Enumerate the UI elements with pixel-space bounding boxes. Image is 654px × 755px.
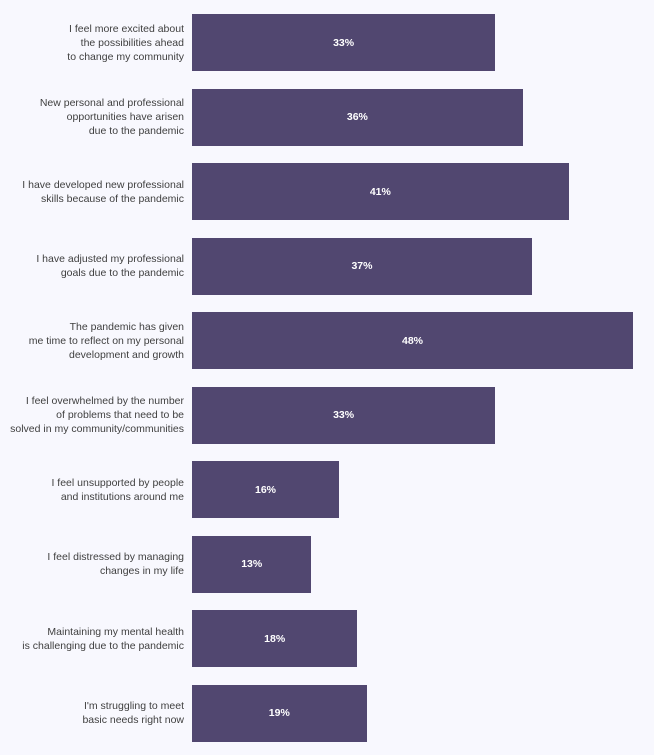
value-label: 16% <box>254 483 277 496</box>
bar <box>192 684 367 742</box>
bar <box>192 461 339 518</box>
value-label: 13% <box>241 558 263 570</box>
category-label: I'm struggling to meet basic needs right… <box>82 700 184 726</box>
value-label: 48% <box>401 334 424 347</box>
bar <box>192 14 496 71</box>
value-label: 18% <box>264 632 286 645</box>
category-label: New personal and professional opportunit… <box>39 97 184 137</box>
category-label: I have developed new professional skills… <box>22 178 184 205</box>
bar <box>192 163 569 220</box>
bar <box>192 237 532 295</box>
category-label: Maintaining my mental health is challeng… <box>22 625 184 652</box>
category-label: The pandemic has given me time to reflec… <box>28 320 184 361</box>
value-label: 33% <box>333 409 355 421</box>
category-label: I feel overwhelmed by the number of prob… <box>10 395 184 435</box>
value-label: 41% <box>369 185 391 198</box>
bar <box>192 386 496 444</box>
value-label: 19% <box>268 707 290 719</box>
bar <box>192 610 358 667</box>
category-label: I feel distressed by managing changes in… <box>47 551 184 577</box>
bar <box>192 535 312 593</box>
category-label: I feel more excited about the possibilit… <box>67 22 184 63</box>
value-label: 37% <box>351 260 373 272</box>
category-label: I feel unsupported by people and institu… <box>51 476 184 503</box>
category-label: I have adjusted my professional goals du… <box>36 253 184 279</box>
bar <box>192 312 633 369</box>
bar <box>192 88 523 146</box>
value-label: 33% <box>333 36 355 49</box>
value-label: 36% <box>346 111 368 123</box>
